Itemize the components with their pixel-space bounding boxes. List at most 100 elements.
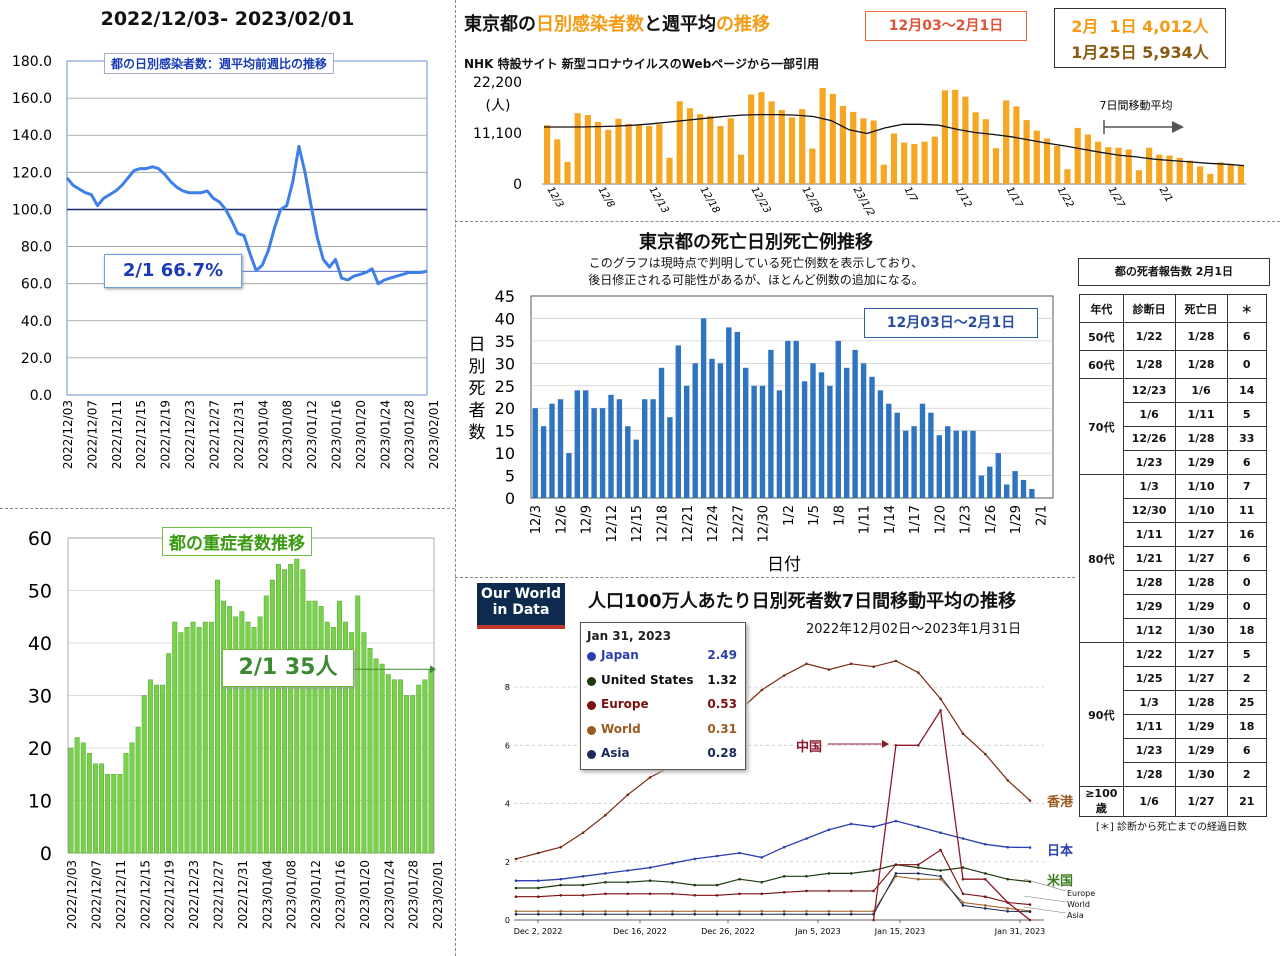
cases-bar — [788, 117, 796, 184]
owid-point-jp — [693, 857, 697, 861]
deaths-bar — [616, 399, 623, 498]
cases-bar — [656, 124, 663, 184]
ratio-xtick-label: 2023/01/20 — [354, 400, 368, 469]
owid-point-hk — [782, 674, 786, 677]
severe-callout-arrowhead — [430, 665, 436, 674]
owid-point-world — [984, 904, 987, 907]
owid-point-world — [581, 910, 585, 913]
owid-point-eu — [827, 889, 831, 893]
table-cell: 1/29 — [1174, 450, 1228, 475]
owid-point-eu — [961, 892, 965, 896]
severe-xtick-label: 2022/12/31 — [236, 860, 250, 929]
ratio-ytick-label: 100.0 — [12, 202, 52, 218]
severe-bar — [263, 595, 269, 854]
deaths-bar — [945, 426, 951, 498]
table-cell: 1/28 — [1122, 570, 1176, 595]
deaths-xlabel: 日付 — [767, 555, 801, 575]
deaths-bar — [886, 403, 892, 498]
severe-bar — [306, 600, 312, 854]
deaths-xtick-label: 1/8 — [832, 505, 847, 526]
severe-xtick-label: 2022/12/15 — [138, 860, 152, 929]
deaths-bar — [877, 390, 884, 498]
owid-point-us — [514, 886, 518, 890]
table-cell: 1/27 — [1174, 522, 1228, 547]
deaths-title: 東京都の死亡日別死亡例推移 — [639, 232, 873, 253]
deaths-bar — [911, 426, 917, 498]
table-cell: 1/6 — [1122, 402, 1176, 427]
owid-point-world — [514, 910, 518, 913]
deaths-bar — [869, 376, 875, 498]
owid-label-leader — [1023, 878, 1067, 892]
ratio-ytick-label: 0.0 — [30, 388, 52, 404]
owid-xtick-label: Dec 16, 2022 — [613, 927, 667, 936]
owid-point-jp — [648, 866, 652, 869]
table-cell: 1/28 — [1174, 322, 1228, 351]
cases-xtick-label: 12/3 — [545, 185, 566, 210]
severe-bar — [111, 774, 117, 854]
owid-point-us — [559, 883, 562, 887]
owid-label-japan: 日本 — [1047, 844, 1074, 859]
ratio-xtick-label: 2023/01/08 — [281, 400, 295, 469]
owid-point-eu — [894, 863, 898, 866]
owid-point-china — [1028, 918, 1032, 922]
owid-point-eu — [581, 894, 585, 897]
owid-point-world — [537, 910, 540, 913]
cases-bar — [1207, 173, 1214, 184]
table-cell: 7 — [1226, 474, 1267, 499]
owid-point-eu — [604, 892, 607, 896]
table-cell: 1/29 — [1122, 594, 1176, 619]
cases-xtick-label: 1/17 — [1004, 185, 1025, 210]
cases-bar — [768, 101, 775, 184]
cases-ytick-label: 0 — [513, 177, 522, 193]
table-cell: 18 — [1226, 618, 1267, 643]
table-caption: 都の死者報告数 2月1日 — [1078, 258, 1270, 286]
severe-bar — [208, 621, 214, 854]
table-age-cell: 60代 — [1079, 350, 1124, 379]
table-cell: 1/28 — [1122, 350, 1176, 379]
owid-point-jp — [872, 825, 875, 829]
owid-point-eu — [782, 891, 786, 894]
cases-bar — [962, 96, 969, 184]
cases-xtick-label: 12/23 — [749, 185, 773, 215]
owid-point-jp — [559, 877, 562, 881]
deaths-bar — [852, 349, 858, 498]
table-cell: 5 — [1226, 402, 1267, 427]
owid-point-asia — [917, 872, 920, 875]
deaths-note-2: 後日修正される可能性があるが、ほとんど例数の追加になる。 — [588, 273, 924, 287]
deaths-ylabel-char: 別 — [469, 357, 486, 377]
cases-bar — [1043, 138, 1051, 184]
table-cell: 1/30 — [1174, 618, 1228, 643]
owid-tooltip-row: Asia 0.28 — [581, 746, 745, 771]
deaths-bar — [633, 439, 639, 498]
severe-bar — [160, 684, 166, 854]
cases-xtick-label: 12/8 — [596, 185, 617, 210]
severe-bar — [361, 632, 367, 854]
ratio-xtick-label: 2022/12/07 — [85, 400, 99, 469]
owid-point-jp — [1028, 846, 1032, 849]
table-row: 1/23 1/29 6 — [1080, 450, 1267, 475]
owid-line-eu — [516, 849, 1031, 906]
deaths-xtick-label: 12/12 — [605, 505, 620, 542]
ratio-ytick-label: 60.0 — [21, 277, 52, 293]
deaths-bar — [810, 363, 816, 498]
severe-bar — [343, 621, 348, 854]
owid-point-asia — [514, 912, 518, 916]
owid-tooltip-label: Europe — [601, 697, 649, 711]
ratio-xtick-label: 2022/12/19 — [159, 400, 173, 469]
ratio-ytick-label: 120.0 — [12, 165, 52, 181]
table-cell: 1/29 — [1174, 738, 1228, 763]
owid-point-jp — [894, 819, 898, 823]
owid-point-asia — [648, 912, 652, 916]
ratio-ytick-label: 180.0 — [12, 54, 52, 70]
cases-bar — [982, 119, 989, 184]
cases-bar — [758, 92, 765, 184]
owid-point-jp — [849, 822, 853, 826]
cases-bar — [564, 161, 571, 184]
severe-bar — [184, 627, 190, 854]
cases-bar — [809, 148, 816, 184]
cases-xtick-label: 1/7 — [902, 185, 920, 205]
owid-point-hk — [827, 668, 831, 671]
ratio-chart: 0.0 20.0 40.0 60.0 80.0 100.0 120.0 140.0 160.0 1… — [12, 54, 441, 469]
owid-point-eu — [849, 889, 853, 893]
cases-xtick-label: 2/1 — [1157, 185, 1175, 204]
